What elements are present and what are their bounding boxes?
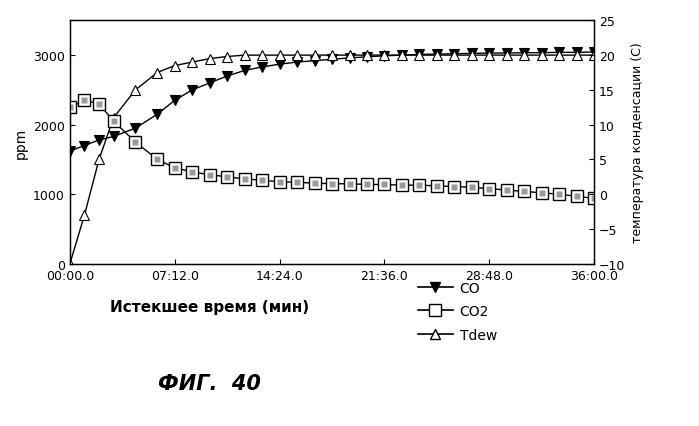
Legend: CO, CO2, Tdew: CO, CO2, Tdew [412, 275, 503, 348]
Text: ФИГ.  40: ФИГ. 40 [158, 374, 261, 393]
Text: Истекшее время (мин): Истекшее время (мин) [110, 299, 309, 314]
Y-axis label: ppm: ppm [13, 127, 27, 158]
Y-axis label: температура конденсации (С): температура конденсации (С) [631, 43, 644, 243]
